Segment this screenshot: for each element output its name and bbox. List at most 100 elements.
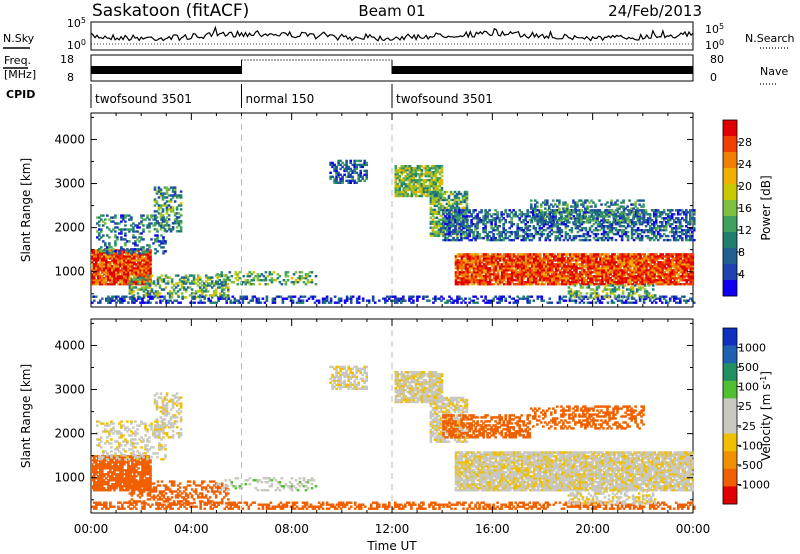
data-cell bbox=[147, 259, 150, 262]
data-cell bbox=[528, 299, 532, 302]
data-cell bbox=[95, 253, 98, 256]
data-cell bbox=[142, 250, 145, 253]
data-cell bbox=[654, 301, 658, 304]
data-cell bbox=[275, 295, 279, 298]
data-cell bbox=[131, 273, 134, 276]
data-cell bbox=[171, 188, 175, 191]
data-cell bbox=[105, 297, 108, 300]
data-cell bbox=[432, 301, 435, 304]
data-cell bbox=[149, 269, 152, 272]
data-cell bbox=[295, 301, 299, 304]
data-cell bbox=[394, 169, 398, 172]
data-cell bbox=[178, 288, 182, 291]
data-cell bbox=[128, 282, 132, 285]
data-cell bbox=[192, 274, 196, 277]
data-cell bbox=[345, 299, 349, 302]
data-cell bbox=[135, 263, 138, 266]
data-cell bbox=[394, 182, 398, 186]
data-cell bbox=[123, 297, 126, 300]
data-cell bbox=[534, 227, 538, 230]
data-cell bbox=[394, 299, 397, 302]
data-cell bbox=[153, 228, 157, 231]
data-cell bbox=[494, 295, 497, 298]
data-cell bbox=[402, 299, 405, 302]
data-cell bbox=[355, 301, 359, 304]
data-cell bbox=[256, 279, 260, 282]
data-cell bbox=[256, 273, 260, 276]
data-cell bbox=[200, 294, 204, 297]
data-cell bbox=[125, 273, 128, 276]
data-cell bbox=[242, 275, 246, 278]
data-cell bbox=[359, 179, 362, 182]
data-cell bbox=[140, 216, 143, 219]
data-cell bbox=[456, 299, 459, 302]
data-cell bbox=[218, 275, 221, 278]
data-cell bbox=[107, 283, 110, 286]
data-cell bbox=[308, 281, 312, 284]
data-cell bbox=[153, 204, 157, 207]
data-cell bbox=[390, 299, 393, 302]
data-cell bbox=[159, 299, 162, 302]
data-cell bbox=[129, 265, 132, 268]
data-cell bbox=[216, 286, 220, 289]
data-cell bbox=[349, 173, 352, 176]
data-cell bbox=[145, 255, 148, 258]
data-cell bbox=[329, 171, 332, 174]
data-cell bbox=[117, 283, 120, 286]
data-cell bbox=[129, 281, 132, 284]
data-cell bbox=[626, 301, 630, 304]
data-cell bbox=[129, 257, 132, 260]
data-cell bbox=[190, 280, 194, 283]
data-cell bbox=[508, 295, 511, 298]
data-cell bbox=[91, 263, 94, 266]
data-cell bbox=[93, 283, 96, 286]
data-cell bbox=[125, 295, 128, 298]
data-cell bbox=[154, 290, 158, 293]
data-cell bbox=[99, 261, 102, 264]
data-cell bbox=[422, 295, 425, 298]
data-cell bbox=[173, 299, 176, 302]
data-cell bbox=[349, 159, 352, 163]
data-cell bbox=[105, 255, 108, 258]
data-cell bbox=[112, 250, 115, 253]
data-cell bbox=[416, 297, 419, 300]
data-cell bbox=[123, 261, 126, 264]
data-cell bbox=[113, 263, 116, 266]
data-cell bbox=[149, 301, 152, 304]
data-cell bbox=[139, 267, 142, 270]
data-cell bbox=[536, 295, 540, 298]
data-cell bbox=[236, 275, 240, 278]
data-cell bbox=[149, 265, 152, 268]
data-cell bbox=[394, 171, 398, 174]
data-cell bbox=[91, 253, 94, 256]
data-cell bbox=[246, 281, 250, 284]
data-cell bbox=[99, 273, 102, 276]
data-cell bbox=[290, 281, 294, 284]
data-cell bbox=[345, 163, 348, 167]
data-cell bbox=[347, 173, 350, 176]
data-cell bbox=[123, 263, 126, 266]
data-cell bbox=[161, 218, 165, 221]
data-cell bbox=[642, 301, 646, 304]
data-cell bbox=[620, 301, 624, 304]
data-cell bbox=[586, 301, 590, 304]
data-cell bbox=[640, 234, 644, 238]
data-cell bbox=[120, 232, 123, 235]
data-cell bbox=[152, 292, 156, 295]
data-cell bbox=[335, 179, 338, 182]
data-cell bbox=[156, 250, 159, 253]
data-cell bbox=[131, 295, 134, 298]
data-cell bbox=[95, 267, 98, 270]
data-cell bbox=[127, 275, 130, 278]
data-cell bbox=[418, 295, 421, 298]
data-cell bbox=[95, 269, 98, 272]
data-cell bbox=[685, 299, 688, 302]
data-cell bbox=[180, 286, 184, 289]
data-cell bbox=[117, 271, 120, 274]
data-cell bbox=[155, 192, 159, 195]
data-cell bbox=[248, 283, 252, 286]
data-cell bbox=[329, 301, 333, 304]
data-cell bbox=[337, 299, 341, 302]
data-cell bbox=[141, 257, 144, 260]
data-cell bbox=[174, 282, 178, 285]
